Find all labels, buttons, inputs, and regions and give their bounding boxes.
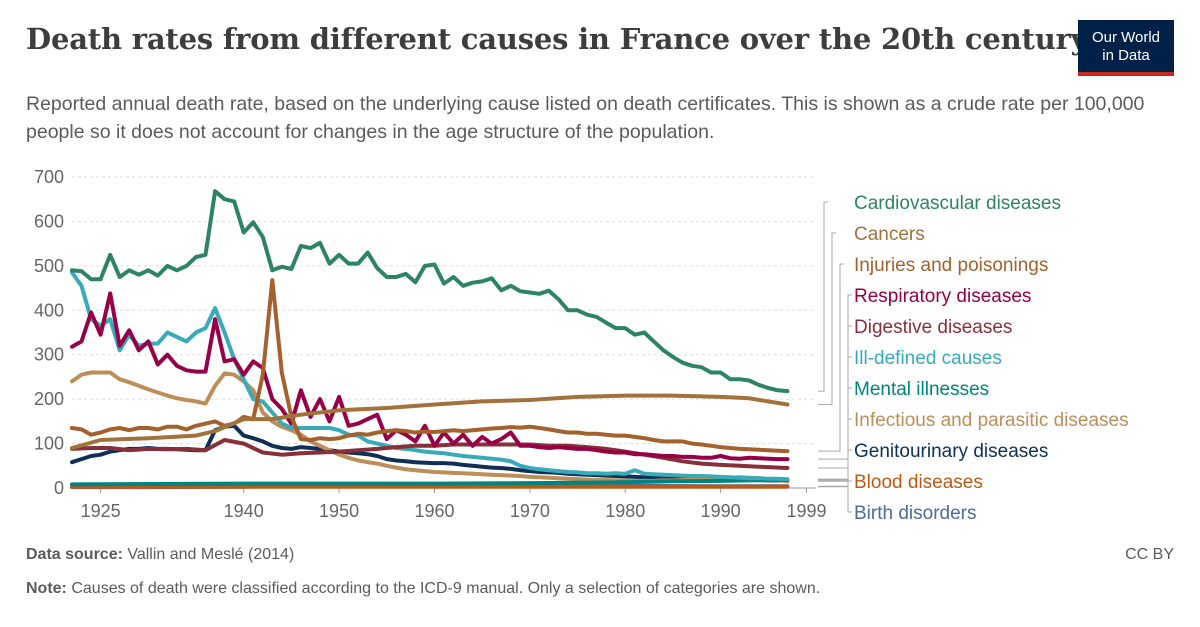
note-label: Note: [26, 580, 67, 597]
legend-connector [818, 325, 852, 469]
legend-item[interactable]: Mental illnesses [854, 379, 989, 400]
y-tick-label: 100 [34, 434, 64, 454]
legend-item[interactable]: Birth disorders [854, 503, 977, 524]
legend-connector [818, 356, 852, 480]
series-line[interactable] [70, 478, 790, 487]
legend-item[interactable]: Cancers [854, 224, 925, 245]
data-source-text: Vallin and Meslé (2014) [122, 546, 295, 563]
x-tick-label: 1970 [510, 501, 550, 521]
x-tick-label: 1999 [786, 501, 826, 521]
line-chart: 0 100 200 300 400 500 600 700 1925 1940 1950 1960 19… [34, 167, 1129, 524]
legend-item[interactable]: Infectious and parasitic diseases [854, 410, 1129, 431]
legend-connector [818, 201, 828, 392]
logo-line-1: Our World [1091, 29, 1161, 46]
legend-item[interactable]: Cardiovascular diseases [854, 193, 1061, 214]
series-line[interactable] [70, 270, 790, 482]
owid-logo[interactable]: Our World in Data [1078, 20, 1174, 76]
data-source: Data source: Vallin and Meslé (2014) [26, 546, 294, 564]
axis-labels: 0 100 200 300 400 500 600 700 1925 1940 1950 1960 19… [34, 167, 827, 521]
x-tick-label: 1990 [701, 501, 741, 521]
chart-title: Death rates from different causes in Fra… [26, 22, 1088, 56]
y-tick-label: 300 [34, 345, 64, 365]
x-tick-label: 1925 [81, 501, 121, 521]
legend-item[interactable]: Injuries and poisonings [854, 255, 1048, 276]
legend-connector [818, 294, 852, 460]
y-tick-label: 600 [34, 211, 64, 231]
legend-connector [818, 418, 852, 482]
logo-line-2: in Data [1102, 47, 1150, 64]
legend-item[interactable]: Respiratory diseases [854, 286, 1031, 307]
grid-lines [72, 176, 816, 489]
chart-subtitle: Reported annual death rate, based on the… [26, 93, 1145, 143]
series-line[interactable] [70, 278, 790, 454]
series-line[interactable] [70, 393, 790, 450]
x-tick-label: 1950 [319, 501, 359, 521]
data-source-label: Data source: [26, 546, 123, 563]
legend-connector [818, 449, 852, 481]
x-tick-label: 1980 [605, 501, 645, 521]
legend-item[interactable]: Ill-defined causes [854, 348, 1002, 369]
y-tick-label: 0 [54, 478, 64, 498]
legend-connector [818, 387, 852, 481]
note-text: Causes of death were classified accordin… [66, 580, 821, 597]
series-line[interactable] [70, 189, 790, 394]
legend-item[interactable]: Digestive diseases [854, 317, 1012, 338]
series-line[interactable] [70, 291, 790, 462]
legend-item[interactable]: Blood diseases [854, 472, 983, 493]
legend-connector [818, 263, 844, 452]
legend: Cardiovascular diseases Cancers Injuries a… [818, 193, 1129, 524]
license-link[interactable]: CC BY [1125, 546, 1174, 563]
chart-note: Note: Causes of death were classified ac… [26, 580, 820, 598]
legend-connector [818, 232, 836, 405]
x-tick-label: 1960 [414, 501, 454, 521]
y-tick-label: 400 [34, 300, 64, 320]
legend-connector [818, 485, 852, 513]
legend-item[interactable]: Genitourinary diseases [854, 441, 1048, 462]
series-lines [70, 189, 790, 490]
x-tick-label: 1940 [224, 501, 264, 521]
y-tick-label: 500 [34, 256, 64, 276]
y-tick-label: 200 [34, 389, 64, 409]
y-tick-label: 700 [34, 167, 64, 187]
